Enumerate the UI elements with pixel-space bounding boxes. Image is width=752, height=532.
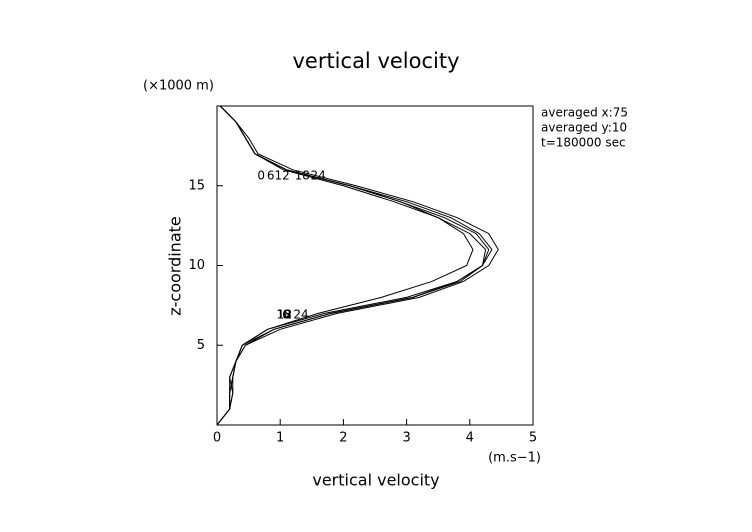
y-axis-label: z-coordinate [166,216,185,316]
curve-label: 12 [277,307,292,321]
y-tick-label: 10 [188,258,205,273]
curve-label: 0 [283,307,291,321]
profile-line [216,105,487,426]
annotation: t=180000 sec [541,136,626,150]
x-tick-label: 4 [466,431,474,446]
x-unit: (m.s−1) [488,451,541,466]
curve-label: 24 [310,169,325,183]
curve-label: 6 [282,307,290,321]
curve-label: 24 [293,307,308,321]
curve-label: 12 [274,169,289,183]
curve-label: 18 [276,307,291,321]
annotation: averaged y:10 [541,121,627,135]
x-tick-label: 0 [213,431,221,446]
x-tick-label: 2 [339,431,347,446]
y-tick-label: 15 [188,178,205,193]
annotation: averaged x:75 [541,106,628,120]
plot-frame [216,105,534,426]
x-tick-label: 1 [276,431,284,446]
y-tick-label: 5 [197,338,205,353]
curve-label: 18 [295,169,310,183]
x-axis-label: vertical velocity [312,471,439,490]
profile-line [216,105,493,426]
chart-title: vertical velocity [292,49,459,73]
curve-label: 0 [257,169,265,183]
profile-line [216,105,499,426]
x-tick-label: 5 [529,431,537,446]
x-tick-label: 3 [402,431,410,446]
y-unit: (×1000 m) [143,79,214,94]
curve-label: 6 [267,169,275,183]
